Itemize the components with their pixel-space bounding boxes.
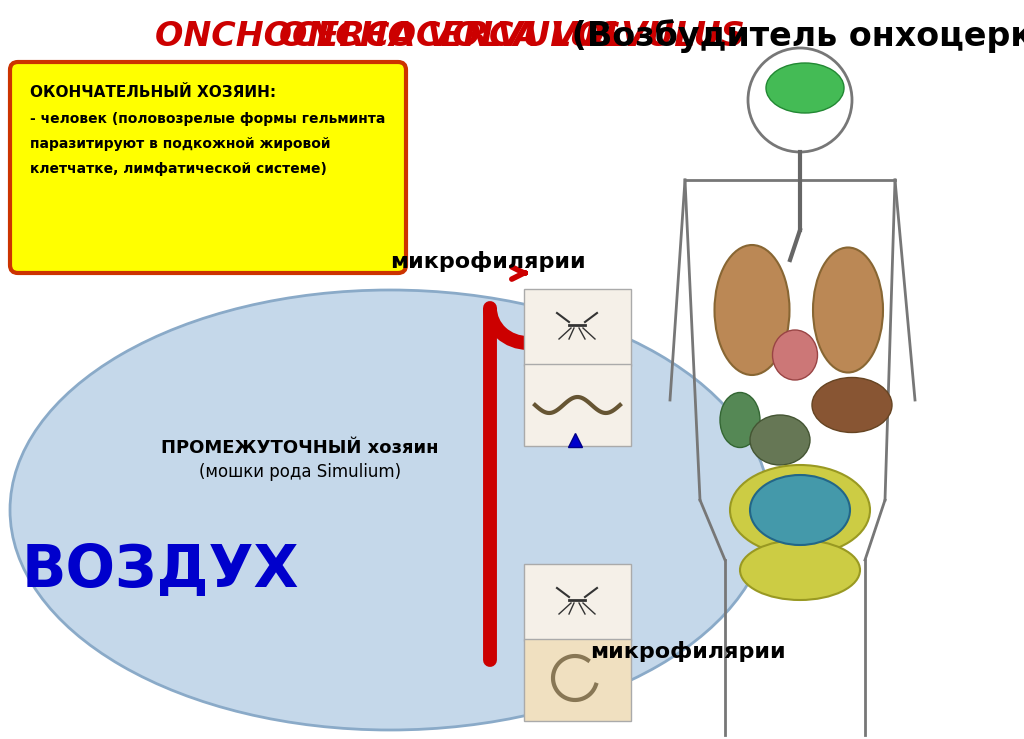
FancyBboxPatch shape bbox=[524, 639, 631, 721]
Text: ВОЗДУХ: ВОЗДУХ bbox=[22, 542, 299, 599]
Ellipse shape bbox=[750, 475, 850, 545]
Ellipse shape bbox=[813, 248, 883, 372]
Ellipse shape bbox=[750, 415, 810, 465]
Text: ОКОНЧАТЕЛЬНЫЙ ХОЗЯИН:: ОКОНЧАТЕЛЬНЫЙ ХОЗЯИН: bbox=[30, 85, 276, 100]
Text: микрофилярии: микрофилярии bbox=[590, 641, 785, 662]
Text: клетчатке, лимфатической системе): клетчатке, лимфатической системе) bbox=[30, 162, 327, 176]
Ellipse shape bbox=[730, 465, 870, 555]
Ellipse shape bbox=[715, 245, 790, 375]
Ellipse shape bbox=[772, 330, 817, 380]
Ellipse shape bbox=[812, 378, 892, 432]
Ellipse shape bbox=[766, 63, 844, 113]
Text: микрофилярии: микрофилярии bbox=[390, 251, 586, 273]
FancyBboxPatch shape bbox=[524, 564, 631, 641]
FancyBboxPatch shape bbox=[524, 364, 631, 446]
Text: - человек (половозрелые формы гельминта: - человек (половозрелые формы гельминта bbox=[30, 112, 385, 126]
FancyBboxPatch shape bbox=[524, 289, 631, 366]
Text: ONCHOCERCA VOLVULUS: ONCHOCERCA VOLVULUS bbox=[155, 19, 621, 52]
Ellipse shape bbox=[740, 540, 860, 600]
Ellipse shape bbox=[10, 290, 770, 730]
Text: ПРОМЕЖУТОЧНЫЙ хозяин: ПРОМЕЖУТОЧНЫЙ хозяин bbox=[161, 439, 438, 457]
Ellipse shape bbox=[720, 392, 760, 448]
Text: ONCHOCERCA VOLVULUS: ONCHOCERCA VOLVULUS bbox=[280, 19, 744, 52]
FancyBboxPatch shape bbox=[10, 62, 406, 273]
Text: паразитируют в подкожной жировой: паразитируют в подкожной жировой bbox=[30, 137, 331, 151]
Text: (мошки рода Simulium): (мошки рода Simulium) bbox=[199, 463, 401, 481]
Text: (Возбудитель онхоцеркоза): (Возбудитель онхоцеркоза) bbox=[560, 19, 1024, 53]
